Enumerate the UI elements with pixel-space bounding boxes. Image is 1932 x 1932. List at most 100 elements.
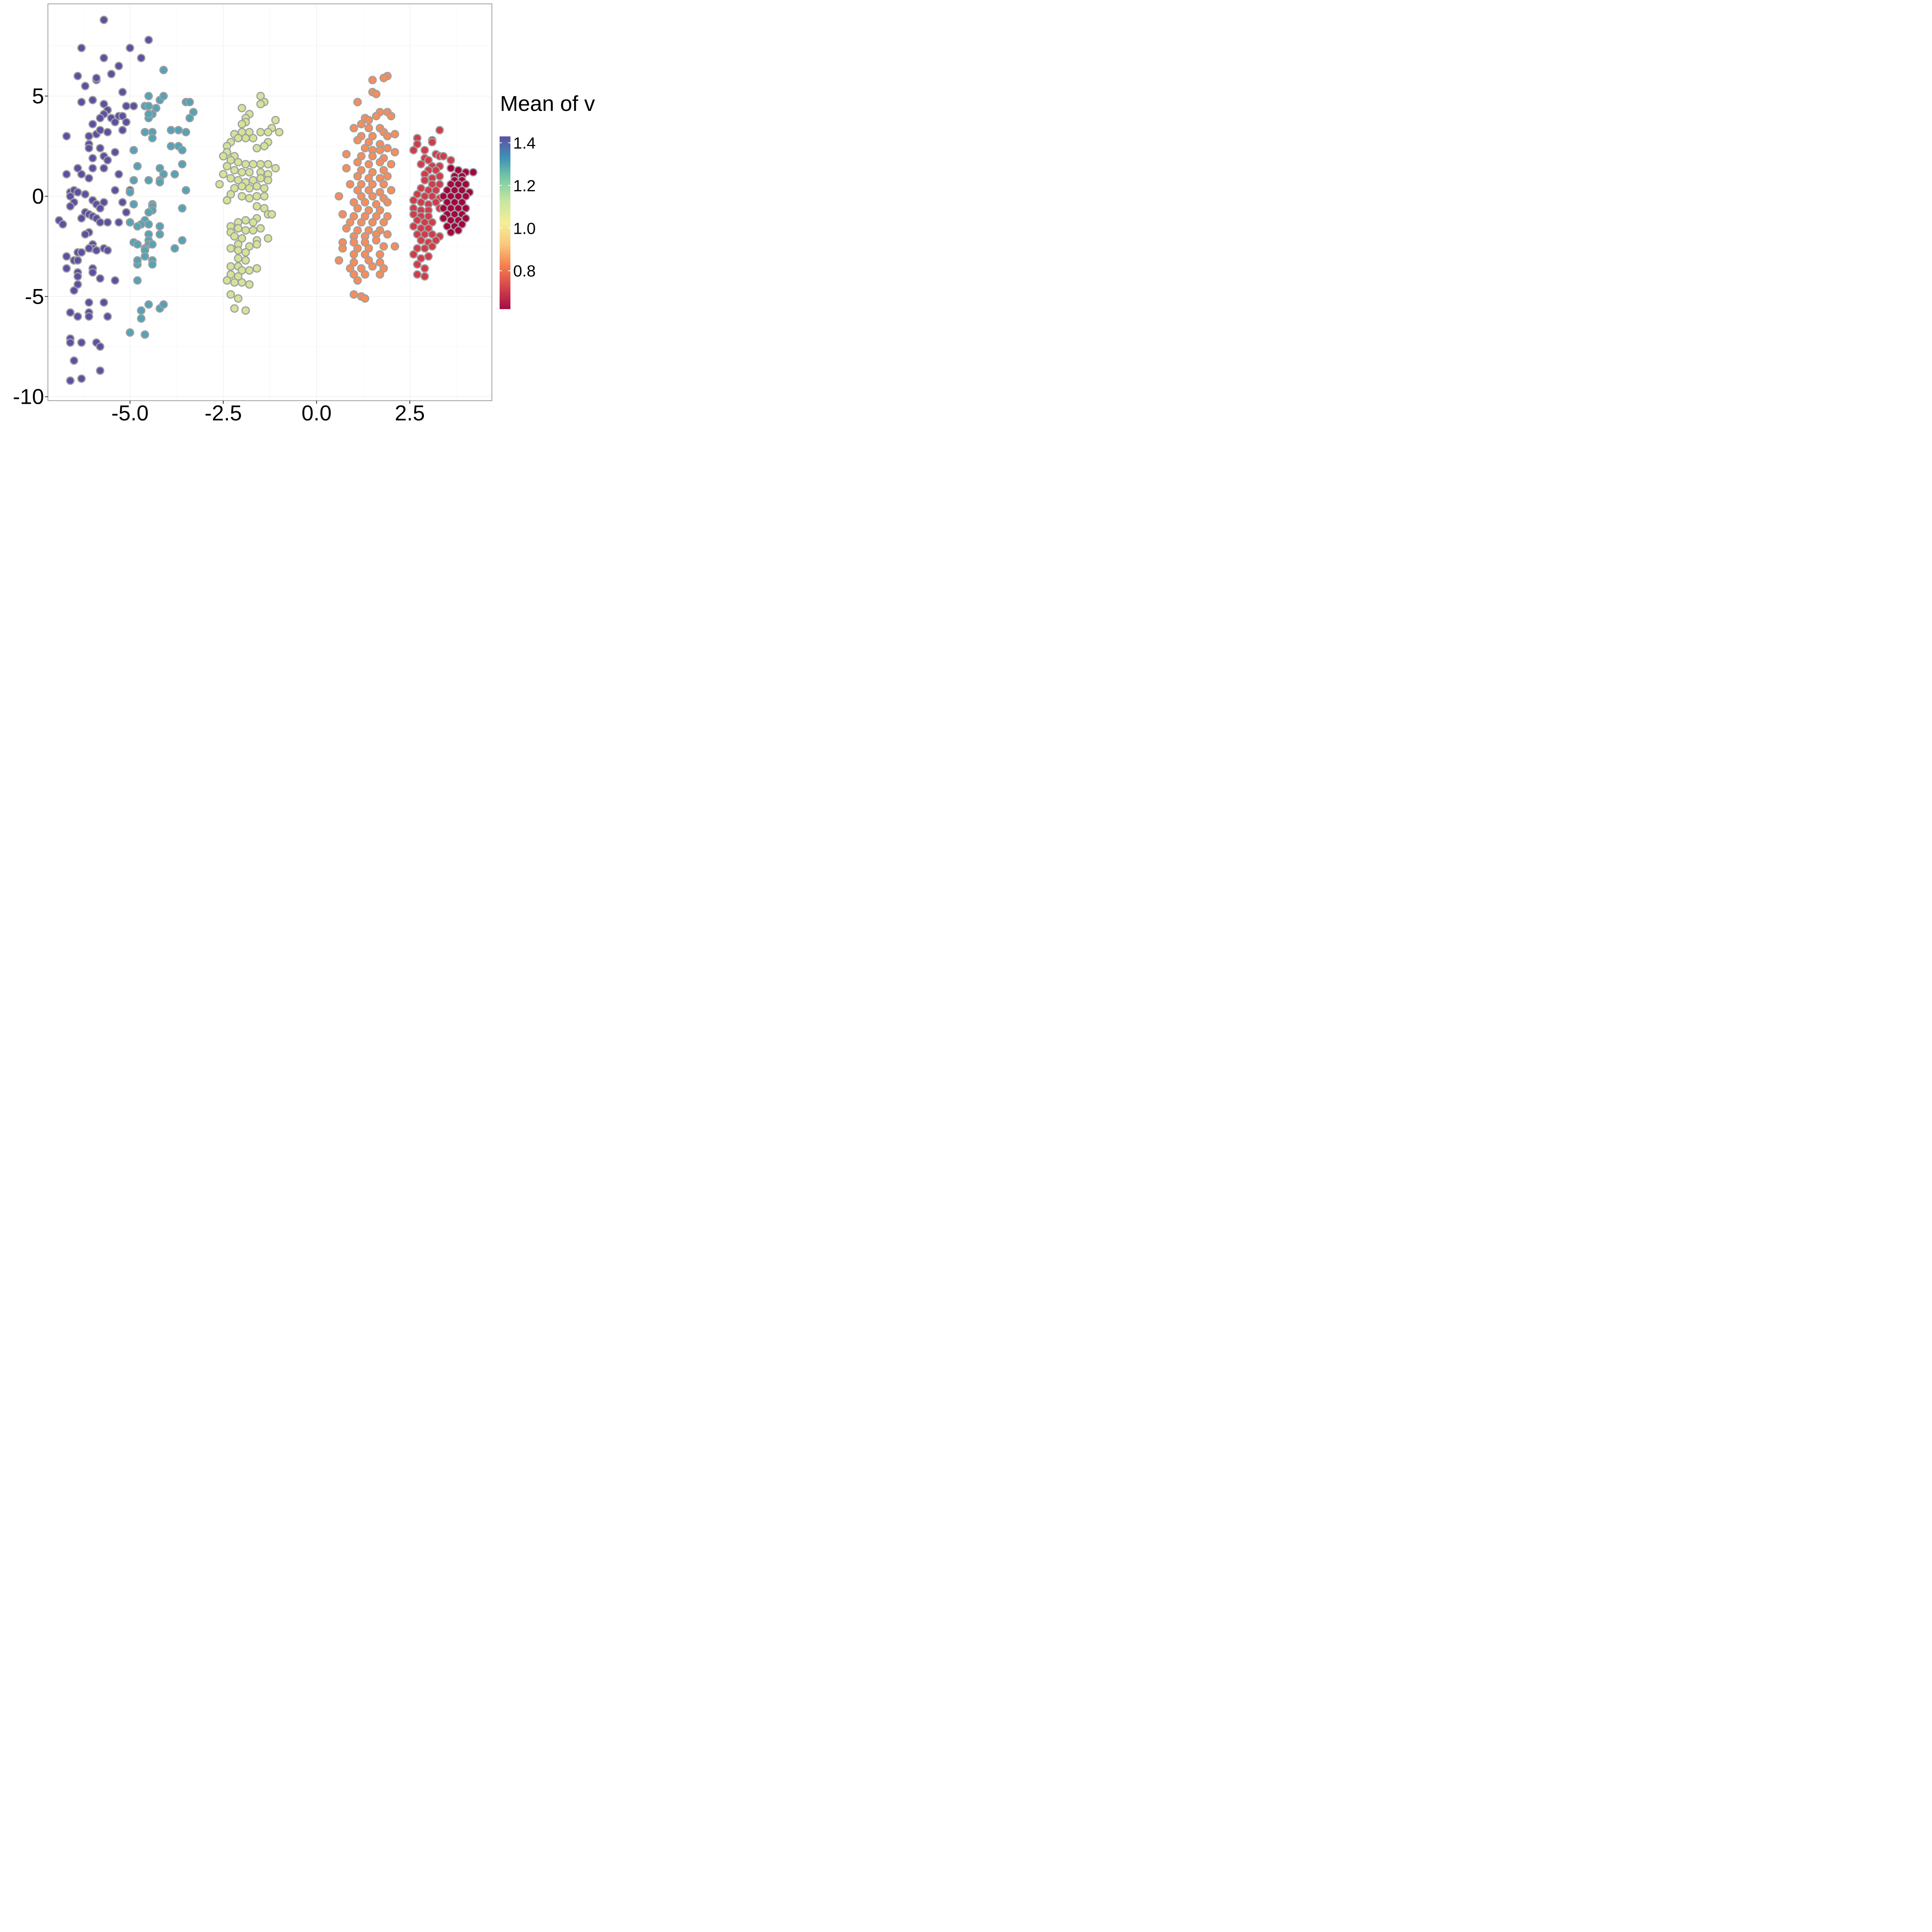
data-point bbox=[234, 294, 243, 303]
data-point bbox=[413, 140, 422, 149]
grid-lines bbox=[48, 4, 492, 401]
data-point bbox=[126, 328, 134, 337]
data-point bbox=[428, 218, 437, 227]
data-point bbox=[349, 238, 358, 247]
data-point bbox=[144, 300, 153, 309]
data-point bbox=[353, 98, 362, 107]
data-point bbox=[428, 192, 437, 201]
data-point bbox=[245, 266, 254, 275]
data-point bbox=[376, 146, 384, 155]
data-point bbox=[264, 234, 272, 243]
data-point bbox=[241, 226, 250, 235]
data-point bbox=[238, 192, 247, 201]
data-point bbox=[413, 260, 422, 269]
data-point bbox=[88, 164, 97, 173]
data-point bbox=[133, 256, 142, 265]
data-point bbox=[275, 128, 284, 136]
data-point bbox=[346, 180, 355, 189]
data-point bbox=[413, 216, 422, 225]
data-point bbox=[368, 132, 377, 141]
data-point bbox=[252, 192, 261, 201]
data-point bbox=[252, 144, 261, 153]
series-cluster-6 bbox=[439, 164, 478, 237]
data-point bbox=[66, 376, 75, 385]
data-point bbox=[383, 230, 392, 239]
data-point bbox=[342, 224, 351, 233]
data-point bbox=[77, 98, 86, 107]
data-point bbox=[349, 212, 358, 221]
data-point bbox=[372, 236, 381, 245]
data-point bbox=[409, 250, 418, 259]
data-point bbox=[144, 220, 153, 229]
data-point bbox=[252, 202, 261, 211]
data-point bbox=[238, 182, 247, 191]
data-point bbox=[379, 218, 388, 227]
data-point bbox=[379, 180, 388, 189]
data-point bbox=[234, 176, 243, 185]
data-point bbox=[230, 232, 239, 241]
data-point bbox=[435, 172, 444, 181]
data-point bbox=[103, 128, 112, 136]
data-point bbox=[256, 128, 265, 136]
data-point bbox=[126, 44, 134, 53]
data-point bbox=[420, 146, 429, 155]
data-point bbox=[260, 192, 269, 201]
data-point bbox=[364, 256, 373, 265]
data-point bbox=[144, 102, 153, 111]
data-point bbox=[256, 224, 265, 233]
data-point bbox=[230, 166, 239, 175]
data-point bbox=[357, 166, 366, 175]
data-point bbox=[99, 298, 108, 307]
data-point bbox=[368, 180, 377, 189]
data-point bbox=[446, 156, 455, 165]
data-point bbox=[249, 134, 258, 143]
data-point bbox=[390, 148, 399, 156]
data-point bbox=[372, 200, 381, 209]
data-point bbox=[122, 118, 131, 127]
data-point bbox=[114, 218, 123, 227]
data-point bbox=[361, 212, 369, 221]
data-point bbox=[96, 274, 105, 283]
data-point bbox=[81, 190, 90, 199]
data-point bbox=[432, 198, 440, 207]
data-point bbox=[379, 73, 388, 82]
data-point bbox=[77, 248, 86, 257]
data-point bbox=[241, 134, 250, 143]
data-point bbox=[114, 61, 123, 70]
data-point bbox=[107, 70, 116, 78]
data-point bbox=[409, 146, 418, 155]
data-point bbox=[435, 126, 444, 134]
data-point bbox=[346, 264, 355, 273]
data-point bbox=[99, 100, 108, 109]
data-point bbox=[364, 124, 373, 133]
data-point bbox=[267, 210, 276, 219]
data-point bbox=[122, 208, 131, 217]
data-point bbox=[260, 204, 269, 213]
data-point bbox=[118, 112, 127, 121]
data-point bbox=[81, 230, 90, 239]
data-point bbox=[174, 126, 183, 134]
data-point bbox=[372, 112, 381, 121]
data-point bbox=[379, 264, 388, 273]
data-point bbox=[245, 242, 254, 251]
data-point bbox=[349, 198, 358, 207]
data-point bbox=[99, 198, 108, 207]
data-point bbox=[432, 166, 440, 175]
data-point bbox=[376, 174, 384, 183]
data-point bbox=[167, 126, 175, 134]
data-point bbox=[241, 160, 250, 168]
data-point bbox=[349, 258, 358, 267]
data-point bbox=[335, 256, 344, 265]
data-point bbox=[357, 264, 366, 273]
data-point bbox=[96, 204, 105, 213]
data-point bbox=[144, 92, 153, 100]
data-point bbox=[364, 244, 373, 253]
data-point bbox=[387, 186, 396, 195]
data-point bbox=[457, 198, 466, 207]
data-point bbox=[379, 166, 388, 175]
y-tick-label: 0 bbox=[32, 184, 44, 208]
data-point bbox=[249, 218, 258, 227]
data-point bbox=[85, 144, 94, 153]
data-point bbox=[118, 126, 127, 134]
y-tick-label: -10 bbox=[13, 384, 44, 409]
